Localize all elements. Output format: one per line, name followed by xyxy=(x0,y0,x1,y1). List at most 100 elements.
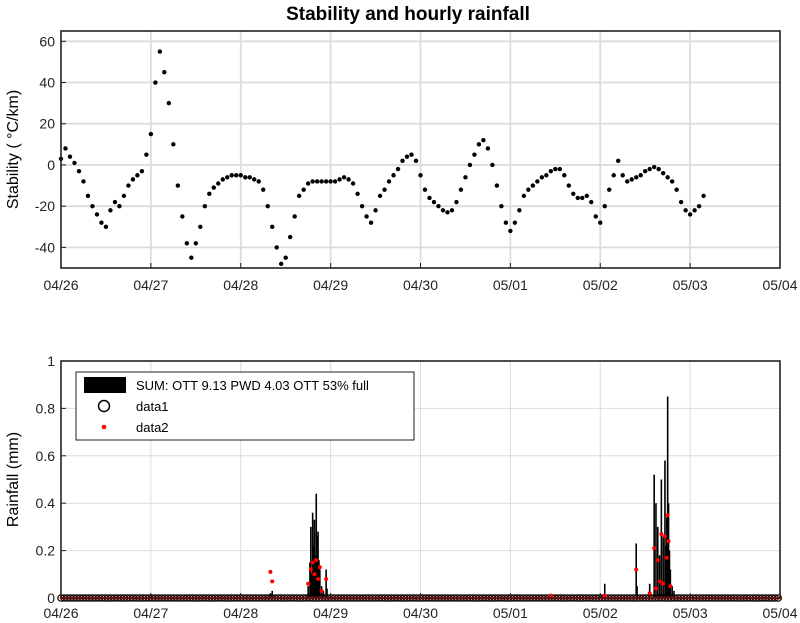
stability-point xyxy=(602,203,607,209)
stability-point xyxy=(436,203,441,209)
stability-point xyxy=(261,187,266,192)
stability-point xyxy=(526,187,531,192)
stability-point xyxy=(198,224,203,229)
stability-point xyxy=(678,199,684,205)
rainfall-bar xyxy=(668,550,671,598)
rainfall-bar xyxy=(315,493,318,598)
stability-point xyxy=(211,185,216,190)
stability-point xyxy=(634,175,639,180)
legend-label: data1 xyxy=(136,399,169,414)
data2-marker xyxy=(310,560,315,565)
data2-marker xyxy=(548,593,553,598)
stability-point xyxy=(413,158,419,164)
stability-point xyxy=(296,193,302,199)
y-tick-label: 0 xyxy=(47,590,55,606)
stability-point xyxy=(153,80,158,85)
x-tick-label: 04/28 xyxy=(223,605,258,621)
data2-marker xyxy=(659,532,664,537)
stability-point xyxy=(629,177,634,182)
stability-point xyxy=(687,212,693,217)
stability-point xyxy=(422,187,428,192)
x-tick-label: 04/28 xyxy=(223,277,258,293)
x-tick-label: 05/01 xyxy=(493,605,528,621)
stability-point xyxy=(85,193,91,199)
x-tick-label: 04/26 xyxy=(43,605,78,621)
rainfall-bar xyxy=(310,574,313,598)
stability-point xyxy=(508,228,513,234)
rainfall-bar xyxy=(314,555,317,598)
stability-point xyxy=(310,179,315,184)
y-tick-label: 40 xyxy=(39,75,55,91)
data2-marker xyxy=(312,572,317,577)
stability-point xyxy=(553,166,558,172)
stability-point xyxy=(562,173,567,178)
stability-point xyxy=(256,179,261,184)
stability-point xyxy=(274,245,279,250)
stability-point xyxy=(234,173,239,178)
stability-point xyxy=(485,146,491,151)
y-tick-label: 0.8 xyxy=(36,400,56,416)
stability-point xyxy=(692,208,697,213)
stability-point xyxy=(656,166,661,172)
stability-point xyxy=(76,168,82,174)
rainfall-bar xyxy=(325,569,327,598)
rainfall-bar xyxy=(273,595,275,598)
stability-point xyxy=(584,193,589,199)
x-tick-label: 05/01 xyxy=(493,277,528,293)
stability-point xyxy=(593,214,598,219)
stability-point xyxy=(225,175,230,180)
data2-marker xyxy=(647,591,652,596)
stability-point xyxy=(67,154,73,159)
data2-marker xyxy=(317,565,322,570)
data2-marker xyxy=(664,555,669,560)
stability-point xyxy=(305,181,311,186)
stability-point xyxy=(193,241,199,246)
stability-point xyxy=(696,203,702,209)
stability-point xyxy=(463,175,468,180)
x-tick-label: 05/04 xyxy=(762,605,797,621)
data2-marker xyxy=(634,567,639,572)
rainfall-bar xyxy=(309,562,311,598)
stability-point xyxy=(350,181,356,186)
x-tick-label: 04/29 xyxy=(313,277,348,293)
stability-point xyxy=(571,191,576,197)
stability-point xyxy=(607,187,612,192)
stability-point xyxy=(575,195,580,201)
stability-point xyxy=(139,168,145,174)
stability-point xyxy=(337,177,342,182)
stability-point xyxy=(301,187,306,192)
rainfall-bar xyxy=(655,503,657,598)
data2-marker xyxy=(668,584,673,589)
stability-point xyxy=(180,214,185,219)
rainfall-bar xyxy=(322,590,325,598)
stability-point xyxy=(499,203,504,209)
stability-point xyxy=(270,224,275,229)
data2-marker xyxy=(665,513,670,518)
chart-title: Stability and hourly rainfall xyxy=(286,4,530,25)
stability-point xyxy=(580,195,585,201)
stability-point xyxy=(683,208,688,213)
y-tick-label: 0.4 xyxy=(36,495,56,511)
stability-point xyxy=(377,193,383,199)
stability-point xyxy=(247,175,252,180)
stability-point xyxy=(566,183,571,188)
data2-marker xyxy=(657,579,662,584)
stability-point xyxy=(521,193,527,199)
data2-marker xyxy=(306,581,311,586)
rainfall-panel: 04/26 04/27 04/28 04/29 04/30 05/01 05/02 05/03… xyxy=(5,353,798,621)
stability-point xyxy=(620,173,625,178)
x-tick-label: 05/04 xyxy=(762,277,797,293)
stability-point xyxy=(539,175,545,180)
stability-point xyxy=(386,179,392,184)
y-tick-label: 60 xyxy=(39,33,55,49)
legend-swatch-bar xyxy=(84,377,126,393)
stability-point xyxy=(535,179,540,184)
x-tick-label: 04/27 xyxy=(133,605,168,621)
stability-point xyxy=(130,177,136,182)
rainfall-tick-labels: 04/26 04/27 04/28 04/29 04/30 05/01 05/02 05/03… xyxy=(36,353,798,621)
rainfall-bar xyxy=(307,586,309,598)
stability-point xyxy=(144,152,149,157)
stability-point xyxy=(517,208,522,213)
legend-label: data2 xyxy=(136,420,169,435)
stability-point xyxy=(341,175,347,180)
